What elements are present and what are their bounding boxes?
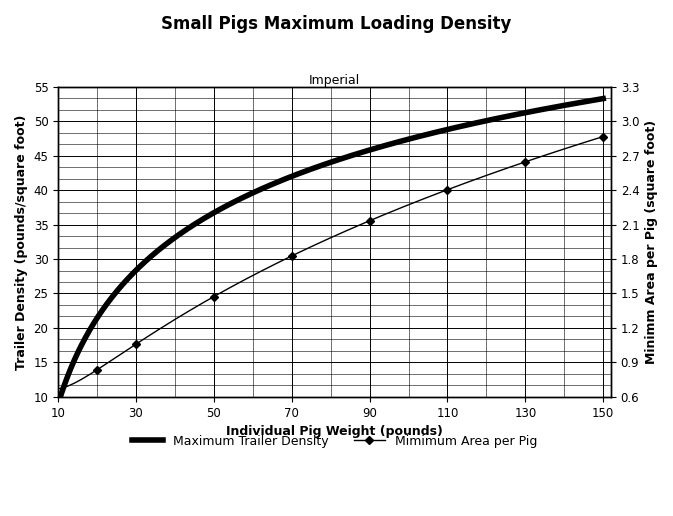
Title: Imperial: Imperial — [309, 74, 360, 87]
Y-axis label: Minimm Area per Pig (square foot): Minimm Area per Pig (square foot) — [645, 120, 658, 364]
Text: Small Pigs Maximum Loading Density: Small Pigs Maximum Loading Density — [162, 15, 511, 34]
Legend: Maximum Trailer Density, Mimimum Area per Pig: Maximum Trailer Density, Mimimum Area pe… — [127, 430, 542, 453]
X-axis label: Individual Pig Weight (pounds): Individual Pig Weight (pounds) — [226, 425, 443, 438]
Y-axis label: Trailer Density (pounds/square foot): Trailer Density (pounds/square foot) — [15, 114, 28, 369]
